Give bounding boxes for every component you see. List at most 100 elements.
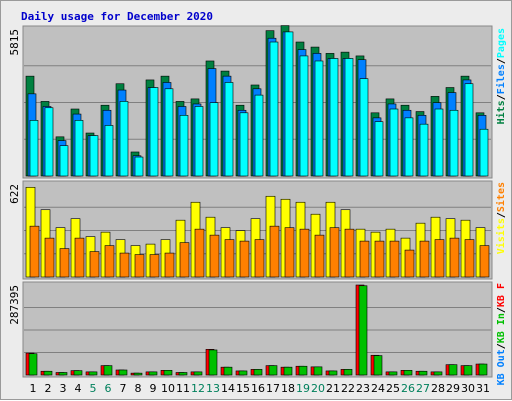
kb-in-bar (373, 355, 383, 376)
chart-title: Daily usage for December 2020 (21, 10, 213, 23)
sites-bar (119, 252, 130, 278)
legend-entry: / (496, 94, 507, 100)
pages-bar (254, 94, 264, 177)
day-label: 18 (281, 382, 295, 395)
day-label: 21 (326, 382, 340, 395)
pages-bar (194, 106, 204, 177)
pages-bar (389, 108, 399, 177)
pages-bar (314, 60, 324, 177)
day-label: 10 (161, 382, 175, 395)
day-label: 16 (251, 382, 265, 395)
kb-in-bar (343, 369, 353, 376)
day-label: 3 (60, 382, 67, 395)
legend-entry: / (496, 58, 507, 64)
kb-in-bar (88, 371, 98, 376)
kb-in-bar (478, 363, 488, 376)
legend-entry: Pages (496, 28, 507, 58)
pages-bar (104, 125, 114, 177)
legend-visits_sites: Visits/Sites (495, 182, 507, 254)
day-label: 7 (120, 382, 127, 395)
day-label: 4 (75, 382, 82, 395)
pages-bar (449, 109, 459, 177)
sites-bar (149, 254, 160, 278)
legend-entry: / (496, 212, 507, 218)
legend-entry: KB In (496, 313, 507, 343)
sites-bar (389, 240, 400, 278)
day-label: 30 (461, 382, 475, 395)
kb-in-bar (403, 370, 413, 376)
pages-bar (404, 117, 414, 177)
pages-bar (419, 123, 429, 177)
kb-in-bar (268, 365, 278, 376)
kb-in-bar (238, 370, 248, 376)
pages-bar (374, 121, 384, 177)
day-label: 23 (356, 382, 370, 395)
sites-bar (479, 245, 490, 278)
kb-in-bar (253, 369, 263, 376)
day-label: 2 (45, 382, 52, 395)
day-label: 15 (236, 382, 250, 395)
legend-entry: Sites (495, 182, 507, 212)
pages-bar (239, 112, 249, 177)
kb-in-bar (283, 366, 293, 376)
pages-bar (434, 108, 444, 177)
pages-bar (344, 58, 354, 177)
sites-bar (359, 240, 370, 278)
sites-bar (344, 228, 355, 278)
day-label: 14 (221, 382, 235, 395)
sites-bar (104, 245, 115, 278)
pages-bar (224, 82, 234, 177)
pages-bar (149, 87, 159, 177)
kb-in-bar (133, 372, 143, 376)
sites-bar (179, 242, 190, 278)
kb-in-bar (28, 353, 38, 376)
sites-bar (224, 239, 235, 278)
legend-entry: KB Out (496, 349, 507, 385)
day-label: 26 (401, 382, 415, 395)
kb-in-bar (223, 366, 233, 376)
sites-bar (209, 234, 220, 278)
pages-bar (59, 145, 69, 177)
kb-in-bar (433, 371, 443, 376)
pages-bar (284, 31, 294, 177)
kb-in-bar (448, 364, 458, 376)
pages-bar (209, 102, 219, 177)
pages-bar (359, 78, 369, 177)
kb-in-bar (73, 370, 83, 376)
legend-entry: Hits (495, 100, 507, 124)
day-label: 12 (191, 382, 205, 395)
legend-kb_in_out: KB Out/KB In/KB F (496, 283, 507, 385)
kb-in-bar (43, 370, 53, 376)
legend-hits_files_pages: Hits/Files/Pages (495, 28, 507, 124)
hits-ymax-label: 5815 (8, 29, 21, 56)
day-label: 19 (296, 382, 310, 395)
sites-bar (314, 234, 325, 278)
legend-entry: / (496, 343, 507, 349)
day-label: 1 (30, 382, 37, 395)
kb-in-bar (193, 371, 203, 376)
pages-bar (329, 58, 339, 177)
kb-in-bar (118, 369, 128, 376)
sites-bar (254, 239, 265, 278)
bars-layer (25, 25, 490, 376)
day-label: 17 (266, 382, 280, 395)
kb-in-bar (313, 366, 323, 376)
legend-entry: KB F (496, 283, 507, 307)
sites-bar (374, 240, 385, 278)
kb-in-bar (163, 370, 173, 376)
pages-bar (134, 156, 144, 177)
kb-in-bar (208, 349, 218, 376)
day-label: 27 (416, 382, 430, 395)
sites-bar (299, 228, 310, 278)
pages-bar (44, 107, 54, 177)
pages-bar (479, 128, 489, 177)
pages-bar (179, 115, 189, 177)
day-label: 24 (371, 382, 385, 395)
sites-bar (89, 251, 100, 278)
day-label: 29 (446, 382, 460, 395)
day-label: 11 (176, 382, 190, 395)
kb-ymax-label: 287395 (8, 285, 21, 325)
pages-bar (119, 101, 129, 177)
